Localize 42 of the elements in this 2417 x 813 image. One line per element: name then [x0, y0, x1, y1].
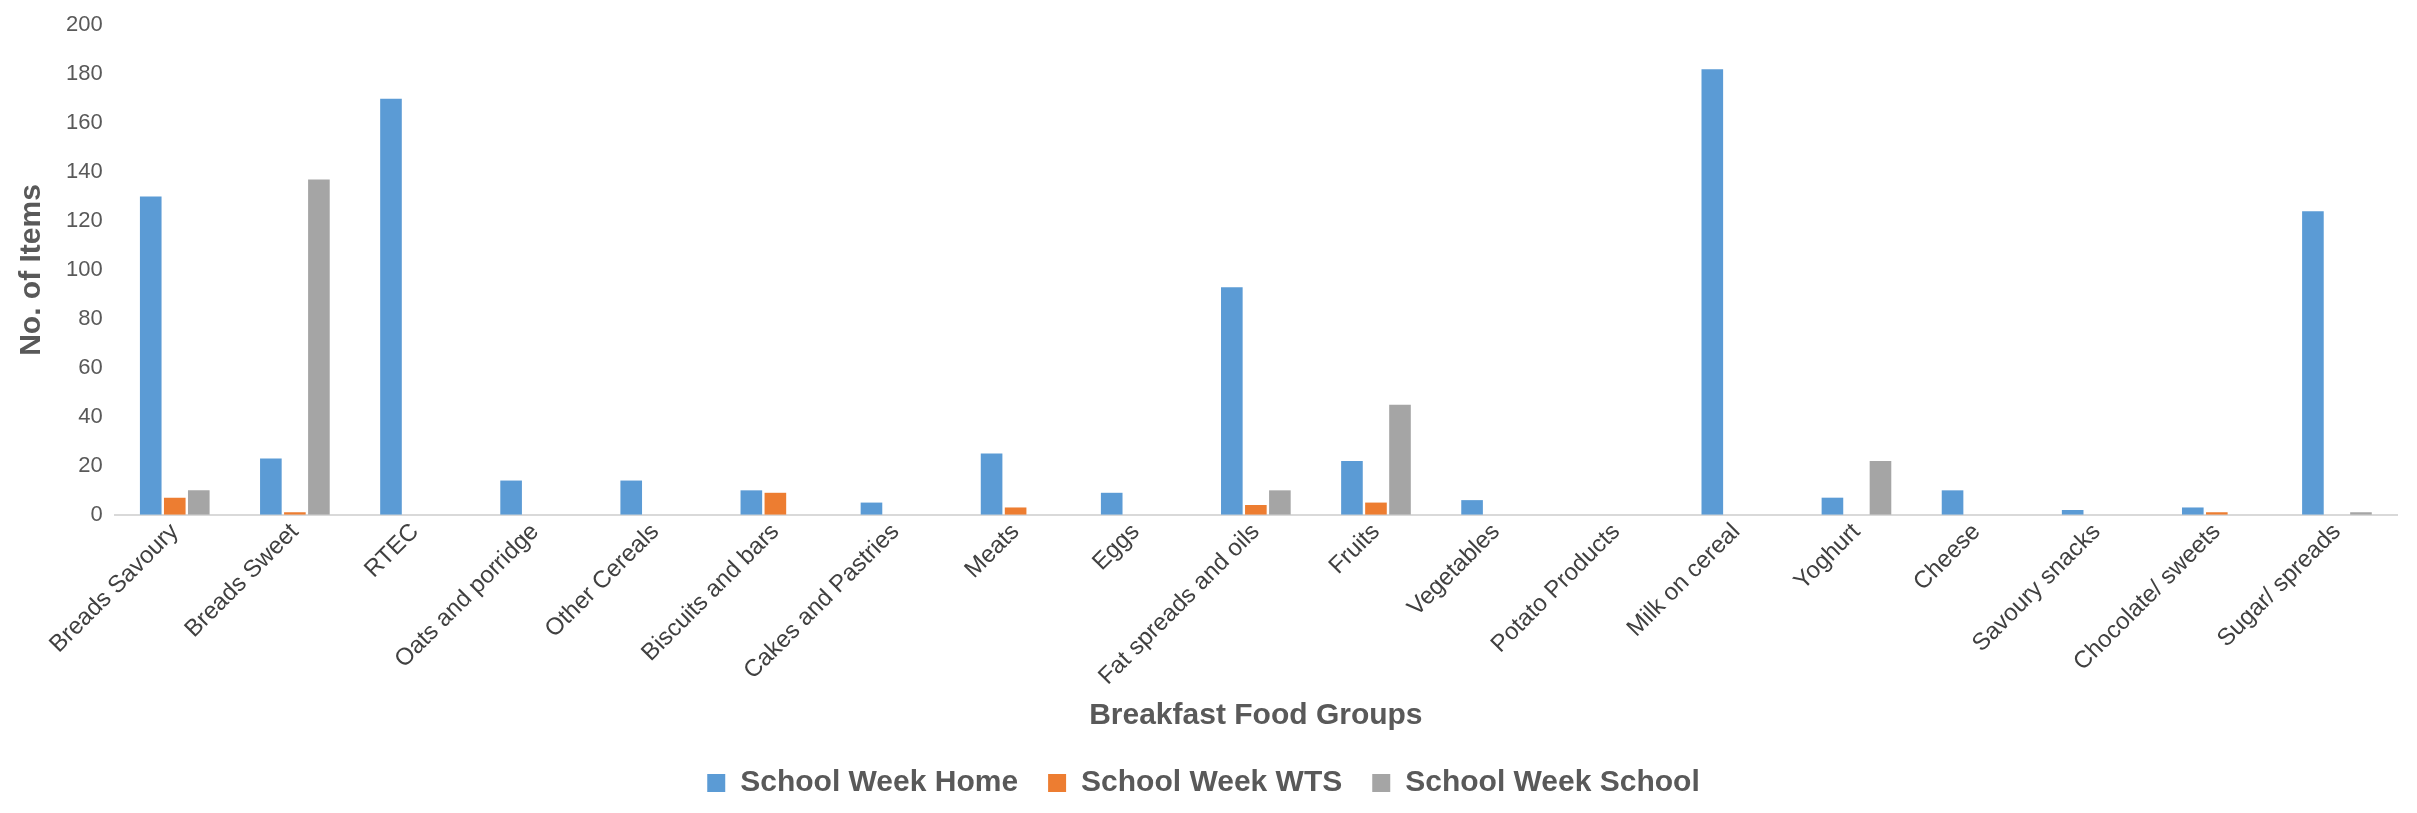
y-tick-label: 100 [65, 256, 103, 282]
bar [1941, 490, 1964, 515]
bar [1100, 492, 1123, 515]
bar [764, 492, 787, 515]
bar [187, 490, 210, 515]
bar [1869, 460, 1892, 515]
y-tick-label: 80 [78, 305, 103, 331]
y-tick-label: 0 [90, 500, 103, 526]
bar [139, 196, 162, 515]
legend-label: School Week School [1405, 764, 1700, 798]
y-tick-label: 140 [65, 158, 103, 184]
y-axis-title: No. of Items [13, 184, 47, 356]
legend-label: School Week WTS [1081, 764, 1343, 798]
bar [500, 480, 522, 515]
bar [260, 458, 282, 515]
bar [1389, 404, 1411, 515]
bar [1701, 69, 1724, 515]
bar [1365, 502, 1387, 515]
bar [2302, 211, 2324, 515]
y-tick-label: 120 [65, 207, 103, 233]
bar [1821, 497, 1844, 515]
bar [380, 98, 402, 515]
y-tick-label: 200 [65, 11, 103, 37]
bar [308, 179, 330, 515]
bar [1221, 287, 1243, 515]
bar [740, 490, 763, 515]
bar [620, 480, 643, 515]
bar [1245, 505, 1267, 515]
bar [2181, 507, 2204, 515]
y-tick-label: 20 [78, 451, 103, 477]
bar [980, 453, 1003, 515]
bar [1461, 500, 1483, 515]
y-tick-label: 40 [78, 402, 103, 428]
y-tick-label: 160 [65, 109, 103, 135]
y-tick-label: 60 [78, 353, 103, 379]
y-tick-label: 180 [65, 60, 103, 86]
x-axis-title: Breakfast Food Groups [1089, 697, 1423, 731]
bar [163, 497, 186, 515]
bar [1341, 460, 1363, 515]
legend-label: School Week Home [740, 764, 1019, 798]
bar [1004, 507, 1027, 515]
bar [1269, 490, 1291, 515]
